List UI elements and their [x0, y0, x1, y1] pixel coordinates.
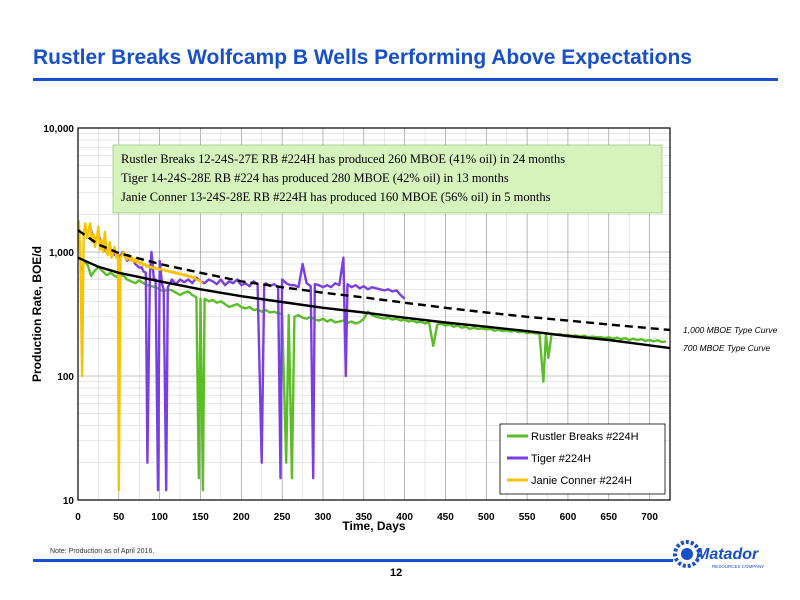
x-tick-label: 350: [355, 512, 372, 523]
type-curve-700-mboe: [78, 256, 670, 350]
y-tick-labels: 10 100 1,000 10,000: [43, 124, 74, 507]
annotation-line-rustler: Rustler Breaks 12-24S-27E RB #224H has p…: [121, 152, 565, 166]
logo-wordmark: Matador: [696, 546, 759, 563]
company-logo: Matador RESOURCES COMPANY: [673, 540, 764, 569]
x-tick-label: 100: [151, 512, 168, 523]
x-tick-label: 450: [437, 512, 454, 523]
x-tick-label: 300: [315, 512, 332, 523]
x-tick-label: 700: [641, 512, 658, 523]
logo-subtext: RESOURCES COMPANY: [712, 564, 764, 569]
title-underline: [33, 78, 778, 81]
x-tick-label: 0: [75, 512, 81, 523]
slide-title: Rustler Breaks Wolfcamp B Wells Performi…: [33, 46, 692, 69]
page-number: 12: [390, 567, 403, 579]
y-axis-label: Production Rate, BOE/d: [30, 246, 44, 382]
x-tick-label: 550: [519, 512, 536, 523]
x-tick-label: 400: [396, 512, 413, 523]
type-curve-label-700: 700 MBOE Type Curve: [683, 343, 771, 353]
x-tick-label: 500: [478, 512, 495, 523]
x-axis-label: Time, Days: [342, 519, 405, 533]
x-tick-label: 250: [274, 512, 291, 523]
legend-label-tiger: Tiger #224H: [531, 453, 591, 465]
annotation-line-janie: Janie Conner 13-24S-28E RB #224H has pro…: [121, 190, 551, 204]
x-tick-label: 50: [113, 512, 125, 523]
y-tick-label: 100: [57, 372, 74, 383]
x-tick-label: 150: [192, 512, 209, 523]
legend: Rustler Breaks #224H Tiger #224H Janie C…: [499, 423, 666, 495]
footnote: Note: Production as of April 2016.: [50, 548, 155, 555]
x-tick-label: 650: [600, 512, 617, 523]
annotation-line-tiger: Tiger 14-24S-28E RB #224 has produced 28…: [121, 171, 509, 185]
y-tick-label: 1,000: [49, 248, 74, 259]
x-tick-label: 200: [233, 512, 250, 523]
y-tick-label: 10,000: [43, 124, 74, 135]
annotation-box: Rustler Breaks 12-24S-27E RB #224H has p…: [112, 144, 663, 214]
series-tiger: [89, 226, 406, 492]
production-chart: 0 50 100 150 200 250 300 350 400 450 500 550 600 650 7…: [30, 124, 778, 533]
x-tick-label: 600: [560, 512, 577, 523]
legend-label-janie: Janie Conner #224H: [531, 475, 632, 487]
type-curve-1000-mboe: [78, 229, 670, 332]
x-tick-labels: 0 50 100 150 200 250 300 350 400 450 500 550 600 650 7…: [75, 512, 658, 523]
logo-gear-icon: [673, 540, 701, 568]
type-curve-layer: [78, 229, 670, 350]
series-janie-conner: [78, 220, 204, 492]
y-tick-label: 10: [63, 496, 75, 507]
legend-label-rustler: Rustler Breaks #224H: [531, 431, 639, 443]
footer-rule: [33, 559, 673, 562]
plot-frame: [77, 127, 671, 501]
type-curve-label-1000: 1,000 MBOE Type Curve: [683, 325, 778, 335]
